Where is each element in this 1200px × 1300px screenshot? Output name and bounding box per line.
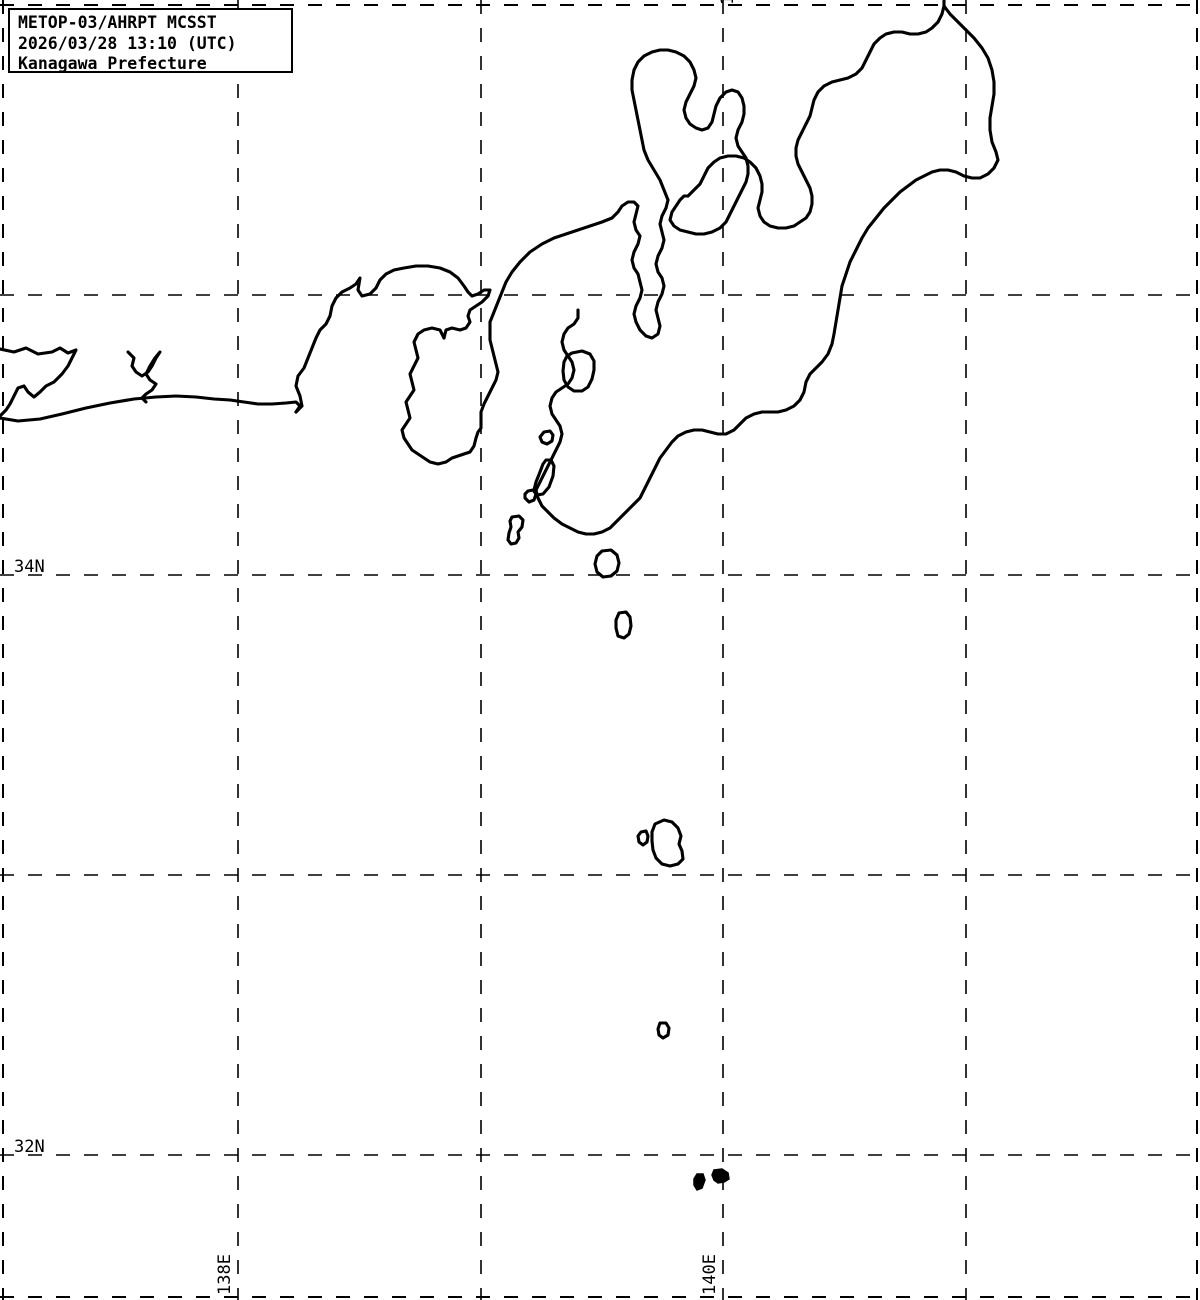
island-mikurajima [614,610,633,640]
coast-boso-south [534,308,580,492]
lat-label-32N: 32N [14,1137,45,1157]
coast-omaezaki [0,394,302,423]
coast-chiba-east [534,4,1000,536]
lon-label-top-140E: 140E [718,0,738,5]
coast-shizuoka-west [0,346,78,418]
island-niijima [532,458,556,497]
title-info-box: METOP-03/AHRPT MCSST 2026/03/28 13:10 (U… [8,8,293,73]
coast-sagami-bay [488,200,642,324]
izu-islands [506,349,730,1191]
coast-izu-peninsula [400,320,500,466]
lon-label-bottom-140E: 140E [700,1254,720,1295]
title-satellite-line: METOP-03/AHRPT MCSST [18,13,217,32]
island-miyakejima [593,548,621,579]
island-hachijo-kojima [636,829,650,847]
island-hachijojima [650,818,685,868]
coast-suruga-bay [294,264,492,414]
coast-miura-peninsula [632,198,670,340]
lon-label-bottom-138E: 138E [215,1254,235,1295]
island-shikinejima [523,488,538,504]
island-toshima [538,429,555,446]
title-region-line: Kanagawa Prefecture [18,54,207,73]
axis-labels: 34N 32N 140E 138E 140E [14,0,738,1295]
islet-bayonnaise-rocks [693,1173,706,1191]
islet-sumisujima [711,1168,730,1184]
coast-inlet-west [126,350,162,404]
island-kozushima [506,514,525,546]
lat-label-34N: 34N [14,557,45,577]
coastlines [0,0,1000,536]
coast-boso-peninsula [686,0,946,230]
island-aogashima [656,1021,671,1040]
title-datetime-line: 2026/03/28 13:10 (UTC) [18,33,237,53]
coast-tokyo-bay-west [630,48,750,236]
island-oshima [561,349,596,393]
